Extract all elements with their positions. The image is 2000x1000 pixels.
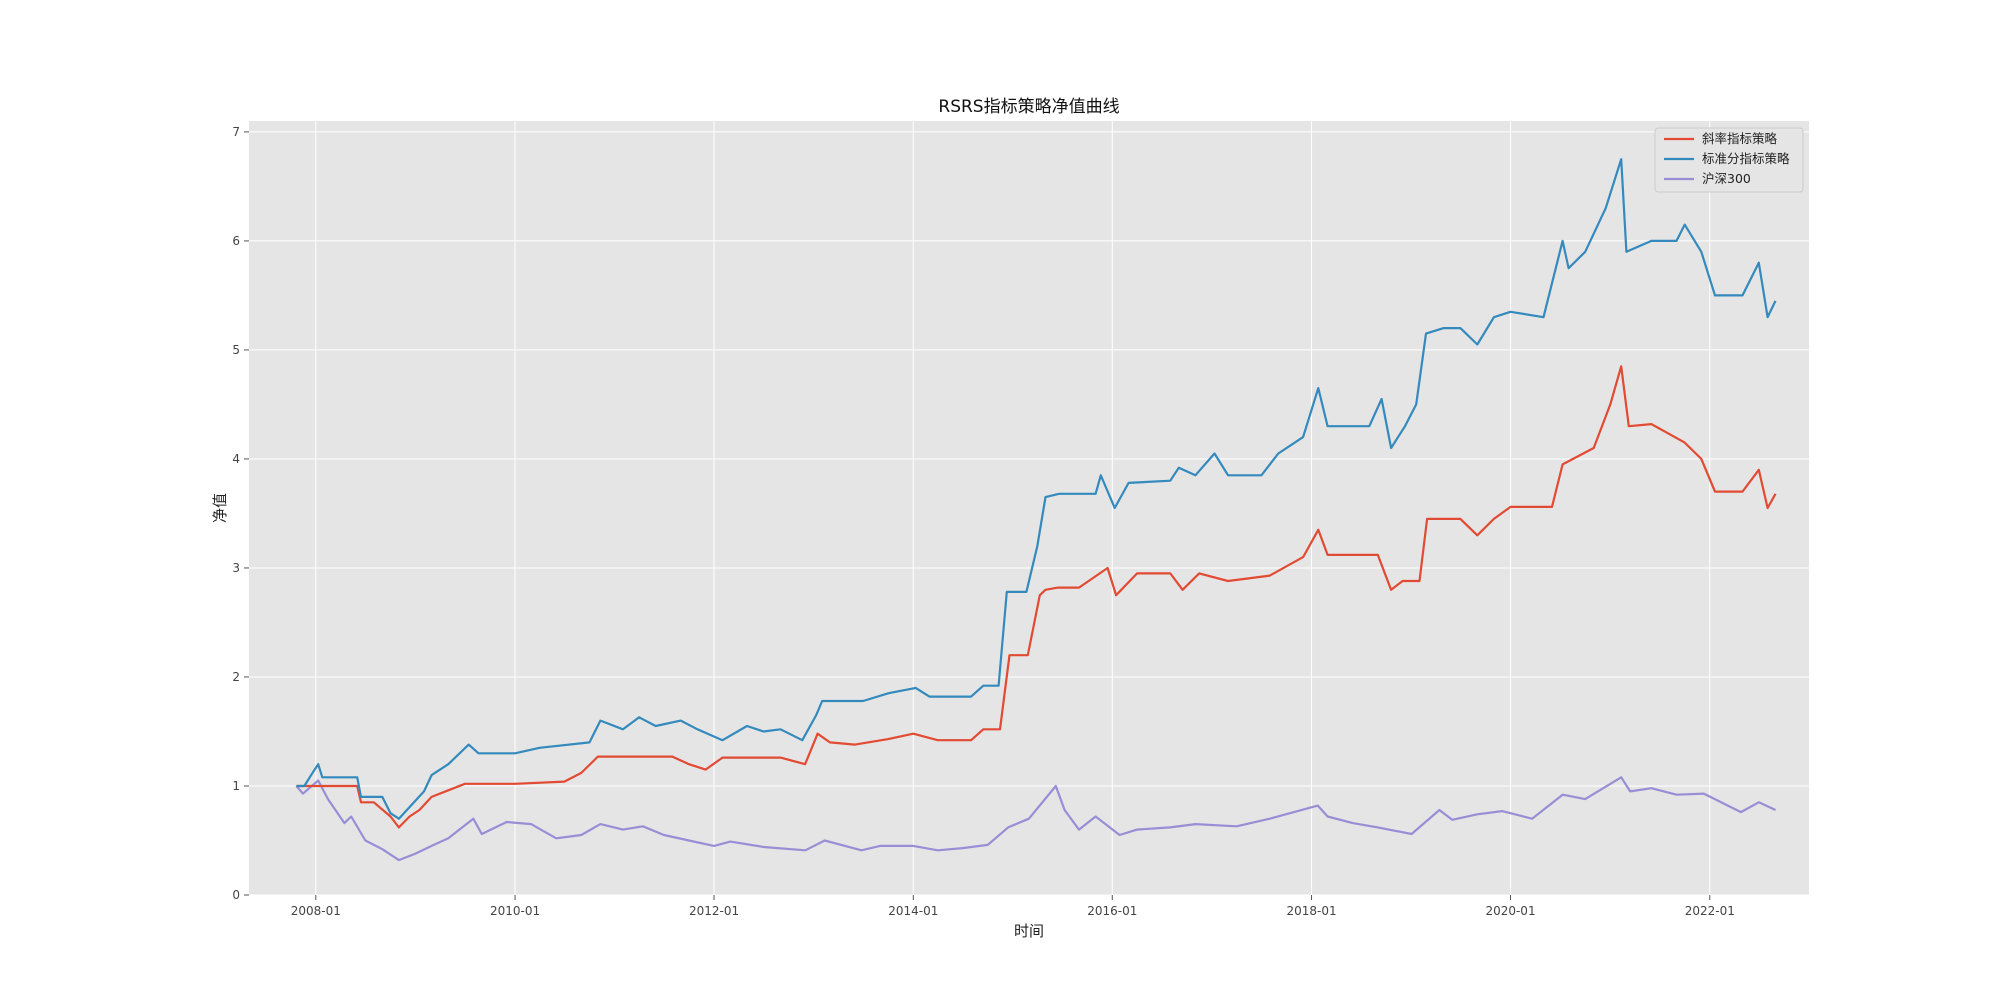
x-tick-label: 2014-01 bbox=[888, 904, 938, 918]
series-line-slope bbox=[296, 365, 1777, 829]
x-axis-label: 时间 bbox=[1014, 922, 1044, 940]
y-tick-label: 7 bbox=[232, 125, 240, 139]
grid-lines bbox=[249, 121, 1809, 896]
y-tick-label: 2 bbox=[232, 670, 240, 684]
x-tick-label: 2022-01 bbox=[1685, 904, 1735, 918]
series-lines bbox=[295, 158, 1777, 862]
x-tick-label: 2010-01 bbox=[490, 904, 540, 918]
legend-label-slope: 斜率指标策略 bbox=[1702, 131, 1778, 146]
y-axis-label: 净值 bbox=[211, 493, 229, 523]
x-tick-label: 2018-01 bbox=[1286, 904, 1336, 918]
legend: 斜率指标策略 标准分指标策略 沪深300 bbox=[1654, 127, 1804, 193]
y-tick-label: 4 bbox=[232, 452, 240, 466]
y-tick-label: 3 bbox=[232, 561, 240, 575]
legend-box bbox=[1654, 127, 1804, 193]
series-line-zscore bbox=[296, 158, 1777, 820]
legend-label-zscore: 标准分指标策略 bbox=[1702, 151, 1790, 166]
series-line-index bbox=[295, 776, 1776, 862]
chart-title: RSRS指标策略净值曲线 bbox=[938, 97, 1119, 117]
axis-ticks: 0 1 2 3 4 5 6 7 2008-01 2010-01 2012-01 2014-01 2016… bbox=[232, 125, 1734, 918]
x-tick-label: 2008-01 bbox=[291, 904, 341, 918]
x-tick-label: 2020-01 bbox=[1485, 904, 1535, 918]
y-tick-label: 1 bbox=[232, 779, 240, 793]
plot-area-background bbox=[249, 121, 1809, 895]
x-tick-label: 2016-01 bbox=[1087, 904, 1137, 918]
y-tick-label: 5 bbox=[232, 343, 240, 357]
x-tick-label: 2012-01 bbox=[689, 904, 739, 918]
y-tick-label: 0 bbox=[232, 888, 240, 902]
y-tick-label: 6 bbox=[232, 234, 240, 248]
legend-label-index: 沪深300 bbox=[1702, 171, 1751, 186]
